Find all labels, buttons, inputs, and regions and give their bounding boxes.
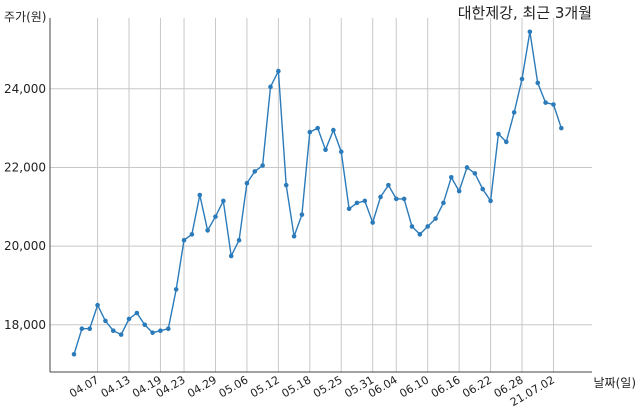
- data-point: [433, 216, 438, 221]
- data-point: [181, 237, 187, 243]
- data-point: [323, 147, 328, 153]
- data-point: [213, 214, 218, 219]
- data-point: [71, 352, 77, 357]
- data-point: [173, 287, 179, 292]
- data-point: [417, 232, 423, 237]
- data-point: [354, 200, 360, 206]
- data-point: [370, 220, 375, 225]
- y-tick-label: 22,000: [4, 160, 46, 174]
- data-point: [260, 163, 265, 168]
- data-point: [95, 302, 100, 308]
- data-point: [189, 232, 195, 237]
- data-point: [448, 175, 454, 180]
- data-point: [126, 316, 132, 322]
- data-point: [346, 206, 352, 212]
- x-tick-label: 05.12: [248, 373, 282, 400]
- data-point: [559, 125, 564, 131]
- data-point: [527, 29, 533, 35]
- data-point: [519, 76, 525, 82]
- chart-title: 대한제강, 최근 3개월: [457, 4, 592, 22]
- x-tick-label: 05.18: [280, 373, 314, 400]
- data-point: [401, 196, 407, 202]
- data-point: [228, 253, 234, 259]
- data-point: [511, 110, 517, 115]
- data-point: [142, 322, 148, 328]
- data-point: [276, 68, 281, 74]
- y-tick-label: 18,000: [4, 318, 46, 332]
- data-point: [221, 198, 226, 204]
- x-axis-label: 날짜(일): [593, 376, 636, 390]
- data-point: [103, 318, 108, 324]
- y-axis-label: 주가(원): [4, 10, 47, 24]
- data-point: [496, 131, 501, 137]
- x-tick-label: 06.10: [397, 373, 431, 400]
- data-point: [79, 326, 85, 332]
- data-point: [291, 234, 297, 239]
- data-point: [456, 188, 462, 194]
- data-point: [166, 326, 171, 332]
- data-point: [472, 171, 478, 176]
- data-point: [307, 129, 313, 135]
- data-point: [150, 330, 155, 335]
- data-point: [362, 198, 368, 204]
- data-point: [331, 127, 336, 133]
- data-point: [111, 328, 116, 334]
- x-tick-label: 04.07: [67, 373, 101, 400]
- series-line: [73, 31, 562, 355]
- data-point: [158, 328, 163, 334]
- data-point: [338, 149, 344, 155]
- data-point: [252, 169, 258, 174]
- data-point: [283, 182, 289, 188]
- data-point: [504, 139, 509, 145]
- data-point: [488, 198, 493, 204]
- data-point: [480, 186, 486, 192]
- data-point: [118, 332, 124, 337]
- x-tick-label: 04.29: [185, 373, 219, 400]
- data-point: [393, 196, 399, 202]
- y-tick-label: 24,000: [4, 82, 46, 96]
- data-point: [268, 84, 273, 90]
- data-point: [315, 125, 320, 131]
- data-point: [425, 224, 431, 229]
- data-point: [197, 192, 203, 198]
- data-point: [535, 80, 541, 86]
- x-tick-label: 06.16: [429, 373, 463, 400]
- data-point: [299, 212, 305, 217]
- data-point: [134, 310, 140, 316]
- data-point: [409, 224, 415, 229]
- x-tick-label: 05.25: [311, 373, 345, 400]
- x-tick-label: 04.13: [99, 373, 133, 400]
- data-point: [378, 194, 383, 200]
- data-point: [464, 165, 470, 170]
- x-tick-label: 06.22: [460, 373, 494, 400]
- data-point: [244, 180, 250, 186]
- data-point: [551, 102, 556, 107]
- data-point: [441, 200, 446, 206]
- data-point: [543, 100, 548, 105]
- data-point: [236, 237, 242, 243]
- y-tick-label: 20,000: [4, 239, 46, 253]
- data-point: [87, 326, 93, 332]
- data-point: [386, 182, 391, 188]
- x-tick-label: 05.06: [217, 373, 251, 400]
- data-point: [205, 228, 210, 233]
